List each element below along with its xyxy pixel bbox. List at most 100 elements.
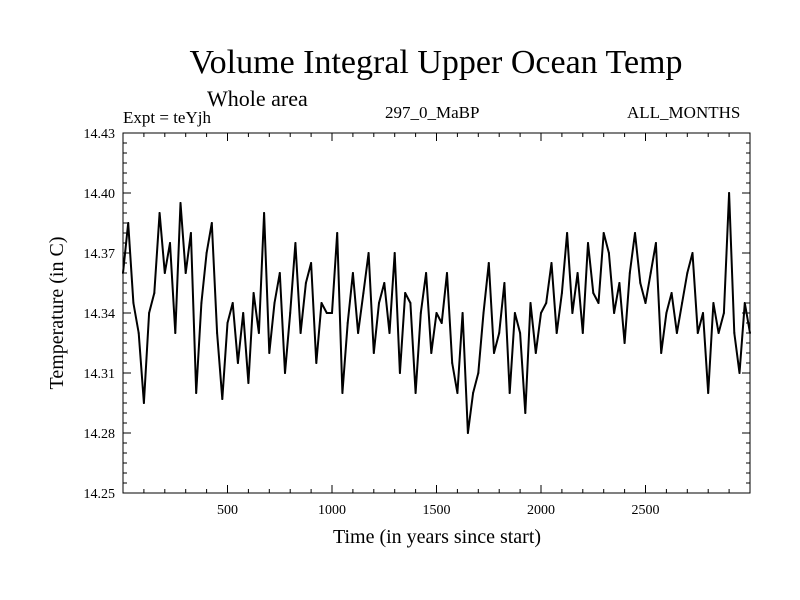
data-point xyxy=(749,332,751,334)
data-point xyxy=(372,352,375,354)
data-point xyxy=(122,272,124,274)
data-point xyxy=(597,302,600,304)
experiment-label: Expt = teYjh xyxy=(123,108,211,127)
x-tick-label: 2500 xyxy=(632,503,660,518)
data-point xyxy=(681,302,684,304)
data-point xyxy=(623,342,626,344)
data-point xyxy=(362,292,365,294)
data-point xyxy=(419,312,422,314)
data-point xyxy=(216,332,219,334)
data-point xyxy=(660,352,663,354)
data-point xyxy=(649,272,652,274)
y-tick-label: 14.37 xyxy=(84,247,116,262)
data-point xyxy=(675,332,678,334)
x-tick-label: 500 xyxy=(217,503,238,518)
data-point xyxy=(404,292,407,294)
data-point xyxy=(430,352,433,354)
data-point xyxy=(712,302,715,304)
data-point xyxy=(195,392,198,394)
data-point xyxy=(670,292,673,294)
data-point xyxy=(325,312,328,314)
run-label: 297_0_MaBP xyxy=(385,103,480,122)
data-point xyxy=(592,292,595,294)
data-point xyxy=(722,312,725,314)
y-tick-label: 14.34 xyxy=(84,307,116,322)
data-point xyxy=(163,272,166,274)
data-point xyxy=(174,332,177,334)
x-tick-label: 1500 xyxy=(423,503,451,518)
data-point xyxy=(310,262,313,264)
chart-title: Volume Integral Upper Ocean Temp xyxy=(189,44,683,81)
data-point xyxy=(728,192,731,194)
data-point xyxy=(221,398,224,400)
data-point xyxy=(654,242,657,244)
data-point xyxy=(628,272,631,274)
data-point xyxy=(409,302,412,304)
data-point xyxy=(613,312,616,314)
data-point xyxy=(142,402,145,404)
data-point xyxy=(665,312,668,314)
data-point xyxy=(257,332,260,334)
data-point xyxy=(398,372,401,374)
data-point xyxy=(320,302,323,304)
y-tick-label: 14.43 xyxy=(84,127,116,142)
data-point xyxy=(519,332,522,334)
data-point xyxy=(179,202,182,204)
data-point xyxy=(696,332,699,334)
data-point xyxy=(315,362,318,364)
data-point xyxy=(189,232,192,234)
data-point xyxy=(743,302,746,304)
data-point xyxy=(388,332,391,334)
data-point xyxy=(466,432,469,434)
data-point xyxy=(414,392,417,394)
data-point xyxy=(127,222,130,224)
chart-subtitle: Whole area xyxy=(207,86,308,111)
data-point xyxy=(367,252,370,254)
data-point xyxy=(226,322,229,324)
data-points xyxy=(122,192,751,434)
months-label: ALL_MONTHS xyxy=(627,103,741,122)
data-point xyxy=(242,312,245,314)
data-point xyxy=(498,332,501,334)
data-point xyxy=(472,392,475,394)
data-point xyxy=(378,302,381,304)
y-axis: 14.25 14.28 14.31 14.34 14.37 14.40 14.43 xyxy=(84,127,750,502)
data-point xyxy=(451,362,454,364)
data-point xyxy=(153,292,156,294)
data-point xyxy=(602,232,605,234)
data-point xyxy=(210,222,213,224)
data-point xyxy=(618,282,621,284)
data-point xyxy=(545,302,548,304)
data-point xyxy=(461,312,464,314)
y-tick-label: 14.28 xyxy=(84,427,116,442)
data-point xyxy=(341,392,344,394)
data-point xyxy=(425,272,428,274)
data-point xyxy=(571,312,574,314)
data-point xyxy=(294,242,297,244)
data-point xyxy=(351,272,354,274)
data-point xyxy=(691,252,694,254)
x-tick-label: 1000 xyxy=(318,503,346,518)
data-point xyxy=(304,282,307,284)
x-tick-label: 2000 xyxy=(527,503,555,518)
data-point xyxy=(644,302,647,304)
x-axis-label: Time (in years since start) xyxy=(333,526,541,548)
data-point xyxy=(492,352,495,354)
data-point xyxy=(283,372,286,374)
data-point xyxy=(440,322,443,324)
data-point xyxy=(555,332,558,334)
data-point xyxy=(513,312,516,314)
data-point xyxy=(733,332,736,334)
data-point xyxy=(357,332,360,334)
data-point xyxy=(550,262,553,264)
data-point xyxy=(456,392,459,394)
data-point xyxy=(576,272,579,274)
data-point xyxy=(529,302,532,304)
y-axis-label: Temperature (in C) xyxy=(46,237,68,390)
data-point xyxy=(639,282,642,284)
data-point xyxy=(346,322,349,324)
data-point xyxy=(331,312,333,314)
data-point xyxy=(231,302,234,304)
data-point xyxy=(289,312,292,314)
